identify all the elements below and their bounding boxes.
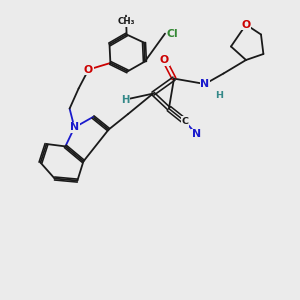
Text: H: H [215,91,223,100]
Text: O: O [160,55,169,65]
Text: N: N [70,122,79,133]
Text: N: N [200,79,209,89]
Text: O: O [242,20,250,30]
Text: N: N [192,129,201,140]
Text: CH₃: CH₃ [117,17,135,26]
Text: O: O [84,64,93,75]
Text: Cl: Cl [167,28,178,39]
Text: C: C [182,117,189,126]
Text: H: H [121,94,130,105]
